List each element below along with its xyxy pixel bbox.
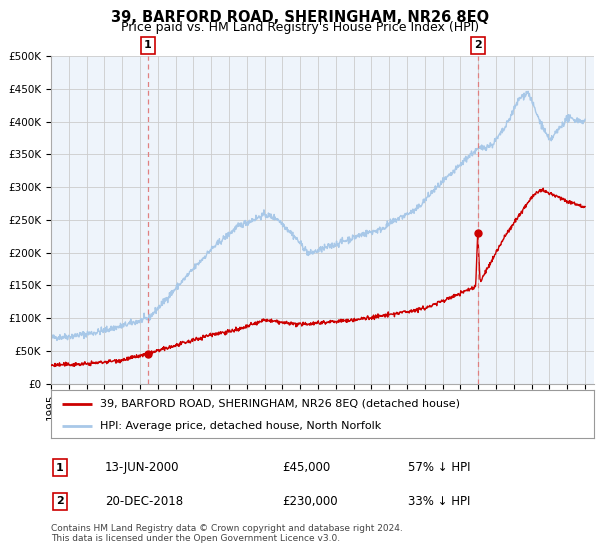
Text: 13-JUN-2000: 13-JUN-2000 [105, 461, 179, 474]
Text: Price paid vs. HM Land Registry's House Price Index (HPI): Price paid vs. HM Land Registry's House … [121, 21, 479, 34]
Text: Contains HM Land Registry data © Crown copyright and database right 2024.
This d: Contains HM Land Registry data © Crown c… [51, 524, 403, 543]
Text: 57% ↓ HPI: 57% ↓ HPI [408, 461, 470, 474]
Text: 20-DEC-2018: 20-DEC-2018 [105, 494, 183, 508]
Text: 1: 1 [144, 40, 152, 50]
Text: 2: 2 [56, 496, 64, 506]
Text: 39, BARFORD ROAD, SHERINGHAM, NR26 8EQ: 39, BARFORD ROAD, SHERINGHAM, NR26 8EQ [111, 10, 489, 25]
Text: 33% ↓ HPI: 33% ↓ HPI [408, 494, 470, 508]
Text: 39, BARFORD ROAD, SHERINGHAM, NR26 8EQ (detached house): 39, BARFORD ROAD, SHERINGHAM, NR26 8EQ (… [100, 399, 460, 409]
Text: £230,000: £230,000 [282, 494, 338, 508]
Text: 2: 2 [474, 40, 482, 50]
Text: 1: 1 [56, 463, 64, 473]
Text: £45,000: £45,000 [282, 461, 330, 474]
Text: HPI: Average price, detached house, North Norfolk: HPI: Average price, detached house, Nort… [100, 421, 381, 431]
